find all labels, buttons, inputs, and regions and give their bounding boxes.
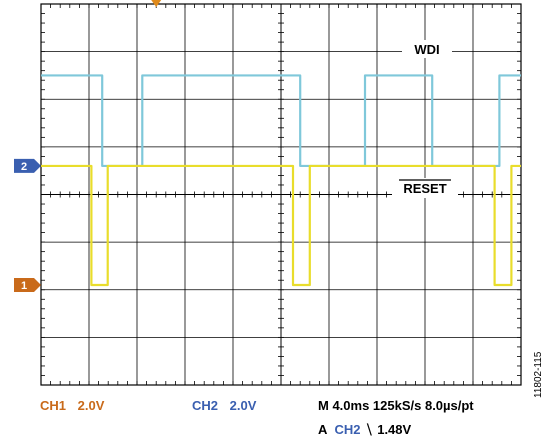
scope-traces bbox=[41, 74, 521, 287]
channel-marker-ch2: 2 bbox=[14, 158, 41, 173]
scope-graticule bbox=[40, 0, 522, 386]
channel-marker-ch1: 1 bbox=[14, 277, 41, 292]
channel-marker-shape bbox=[14, 277, 41, 292]
timebase-readout: M 4.0ms 125kS/s 8.0µs/pt bbox=[318, 398, 474, 413]
figure-id-box: 11802-115 bbox=[533, 351, 544, 398]
ch2-scale: 2.0V bbox=[230, 398, 257, 413]
channel-marker-shape bbox=[14, 158, 41, 173]
ch1-readout: CH1 2.0V bbox=[40, 398, 105, 413]
channel-marker-number: 1 bbox=[21, 280, 27, 292]
ch2-name: CH2 bbox=[192, 398, 218, 413]
trigger-channel: CH2 bbox=[335, 422, 361, 437]
channel-markers: 21 bbox=[14, 158, 41, 292]
graticule-frame bbox=[40, 3, 522, 386]
trace-ch1 bbox=[41, 164, 521, 287]
falling-edge-icon: ⧹ bbox=[366, 422, 372, 437]
trigger-position-marker bbox=[151, 0, 162, 7]
figure-id: 11802-115 bbox=[533, 351, 544, 398]
ch1-scale: 2.0V bbox=[78, 398, 105, 413]
trace-label-reset: RESET bbox=[392, 178, 458, 198]
ch1-name: CH1 bbox=[40, 398, 66, 413]
trigger-prefix: A bbox=[318, 422, 328, 437]
ch2-readout: CH2 2.0V bbox=[192, 398, 257, 413]
channel-marker-number: 2 bbox=[21, 161, 27, 173]
trace-label-wdi: WDI bbox=[402, 40, 452, 58]
trigger-readout: A CH2 ⧹ 1.48V bbox=[318, 422, 412, 437]
wdi-label: WDI bbox=[414, 42, 439, 57]
reset-label: RESET bbox=[403, 181, 446, 196]
trigger-level: 1.48V bbox=[377, 422, 411, 437]
